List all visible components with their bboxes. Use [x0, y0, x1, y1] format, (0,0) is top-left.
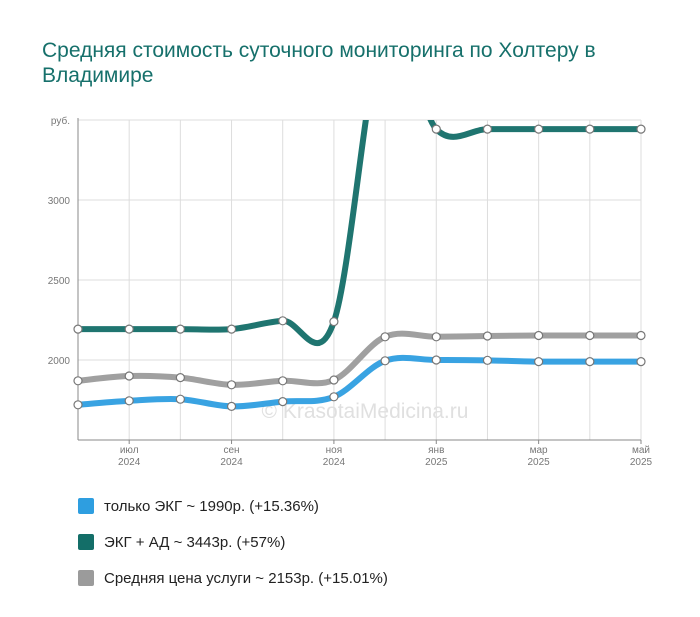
x-tick-year: 2024 [323, 457, 346, 468]
data-point[interactable] [175, 324, 185, 334]
data-point[interactable] [124, 324, 134, 334]
data-point[interactable] [431, 124, 441, 134]
data-point[interactable] [482, 124, 493, 134]
x-tick-labels: июл2024сен2024ноя2024янв2025мар2025май20… [118, 440, 653, 468]
x-tick-year: 2025 [425, 457, 448, 468]
data-point[interactable] [585, 330, 595, 341]
data-point[interactable] [329, 392, 339, 402]
data-point[interactable] [482, 355, 493, 365]
data-point[interactable] [534, 124, 544, 134]
x-tick-year: 2025 [528, 457, 551, 468]
x-tick-month: июл [120, 445, 139, 456]
x-tick-year: 2025 [630, 457, 653, 468]
data-point[interactable] [124, 396, 134, 406]
data-point[interactable] [226, 324, 237, 334]
x-tick-year: 2024 [118, 457, 141, 468]
y-tick-label: 3000 [48, 196, 71, 207]
legend-item-average[interactable]: Средняя цена услуги ~ 2153р. (+15.01%) [78, 560, 388, 596]
series-1 [73, 19, 646, 347]
data-point[interactable] [534, 357, 544, 367]
data-point[interactable] [431, 355, 441, 365]
x-tick-month: сен [223, 445, 239, 456]
data-point[interactable] [636, 330, 646, 341]
legend-swatch-ecg-bp [78, 534, 94, 550]
data-point[interactable] [329, 317, 339, 327]
data-point[interactable] [380, 332, 390, 342]
data-point[interactable] [124, 371, 134, 381]
series-0 [73, 354, 646, 411]
data-point[interactable] [278, 397, 288, 407]
legend-swatch-ecg [78, 498, 94, 514]
chart-title: Средняя стоимость суточного мониторинга … [42, 39, 596, 87]
series-2 [73, 330, 646, 390]
legend-swatch-average [78, 570, 94, 586]
y-tick-labels: 2000 2500 3000 [48, 196, 71, 367]
data-point[interactable] [278, 376, 288, 386]
x-tick-month: янв [428, 445, 444, 456]
legend-item-ecg-bp[interactable]: ЭКГ + АД ~ 3443р. (+57%) [78, 524, 388, 560]
data-point[interactable] [636, 357, 646, 367]
data-point[interactable] [585, 124, 595, 134]
legend-label-average: Средняя цена услуги ~ 2153р. (+15.01%) [104, 569, 388, 587]
data-point[interactable] [585, 357, 595, 367]
data-point[interactable] [226, 401, 237, 411]
legend-label-ecg-bp: ЭКГ + АД ~ 3443р. (+57%) [104, 533, 286, 551]
data-point[interactable] [175, 394, 185, 404]
legend-label-ecg: только ЭКГ ~ 1990р. (+15.36%) [104, 497, 319, 515]
data-point[interactable] [482, 331, 493, 341]
data-point[interactable] [73, 400, 83, 410]
data-point[interactable] [431, 332, 441, 342]
legend: только ЭКГ ~ 1990р. (+15.36%) ЭКГ + АД ~… [78, 488, 388, 596]
x-tick-year: 2024 [220, 457, 243, 468]
y-unit-label: руб. [51, 115, 70, 127]
data-point[interactable] [329, 375, 339, 385]
data-point[interactable] [380, 356, 390, 366]
y-tick-label: 2000 [48, 356, 71, 367]
watermark: © KrasotaiMedicina.ru [262, 400, 469, 423]
data-point[interactable] [73, 324, 83, 334]
grid [77, 119, 642, 440]
x-tick-month: май [632, 445, 650, 456]
y-tick-label: 2500 [48, 276, 71, 287]
data-point[interactable] [175, 373, 185, 383]
x-tick-month: ноя [326, 445, 343, 456]
legend-item-ecg[interactable]: только ЭКГ ~ 1990р. (+15.36%) [78, 488, 388, 524]
series-line[interactable] [75, 19, 644, 347]
data-point[interactable] [226, 380, 237, 390]
x-tick-month: мар [530, 445, 548, 456]
data-point[interactable] [73, 376, 83, 386]
data-point[interactable] [278, 316, 288, 326]
data-point[interactable] [636, 124, 646, 134]
data-point[interactable] [534, 330, 544, 341]
